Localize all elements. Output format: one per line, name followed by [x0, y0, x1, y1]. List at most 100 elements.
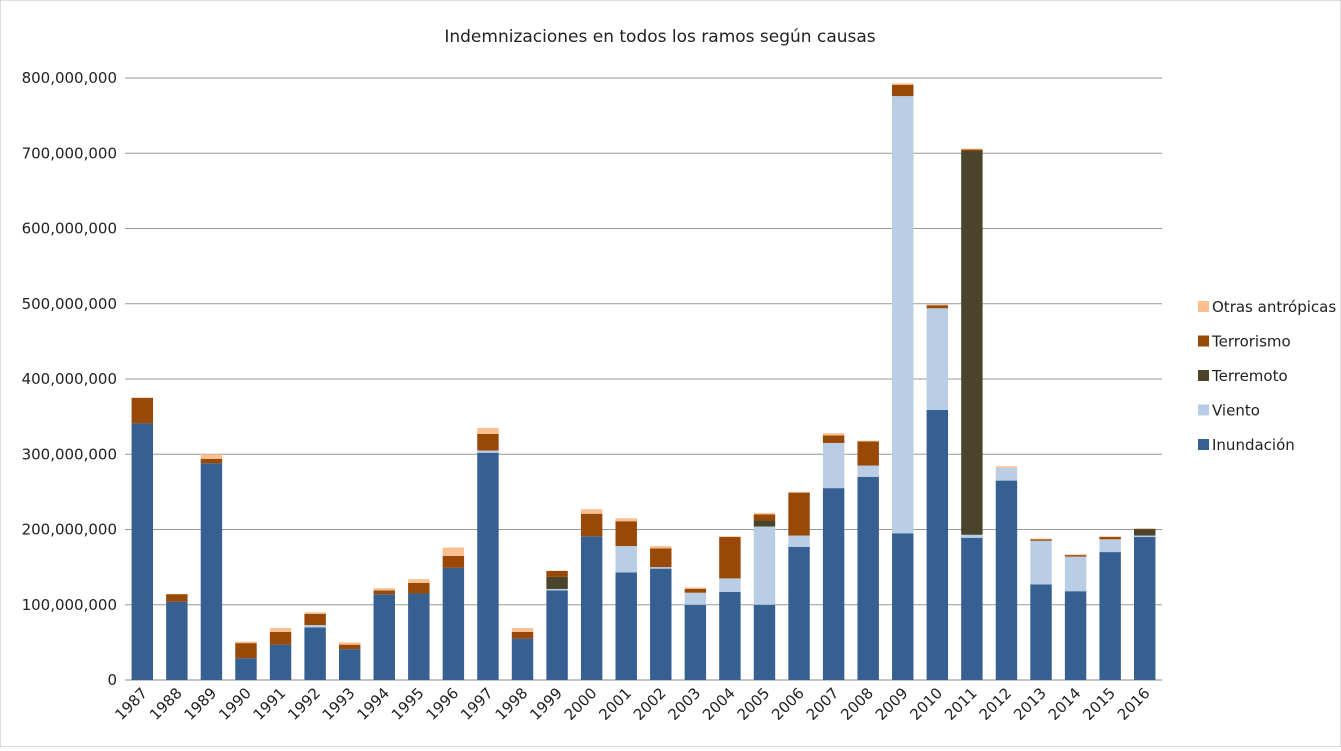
- bar-segment: [961, 534, 983, 538]
- bar-segment: [1134, 537, 1156, 680]
- y-tick-label: 800,000,000: [22, 69, 117, 87]
- bar-segment: [926, 305, 949, 309]
- bar-segment: [477, 427, 499, 434]
- bar-segment: [684, 604, 707, 680]
- bar-segment: [338, 649, 361, 680]
- bar-segment: [1134, 535, 1156, 538]
- bar-segment: [719, 537, 741, 579]
- y-tick-label: 200,000,000: [22, 521, 117, 539]
- bar-segment: [857, 441, 879, 466]
- bar-segment: [926, 409, 949, 680]
- bar-segment: [408, 582, 430, 594]
- bar-segment: [615, 546, 637, 573]
- bar-segment: [1064, 556, 1087, 592]
- bar-segment: [338, 642, 361, 645]
- bar-segment: [788, 491, 810, 493]
- bar-segment: [477, 452, 499, 680]
- bar-segment: [615, 521, 637, 547]
- bar-segment: [753, 520, 776, 527]
- bar-segment: [961, 150, 983, 535]
- y-tick-label: 100,000,000: [22, 596, 117, 614]
- bar-segment: [892, 533, 914, 680]
- bar-segment: [822, 488, 845, 680]
- bar-segment: [753, 526, 776, 605]
- bar-segment: [235, 658, 257, 680]
- bar-segment: [684, 587, 707, 589]
- y-tick-label: 300,000,000: [22, 445, 117, 463]
- bar-segment: [753, 604, 776, 680]
- bar-segment: [442, 547, 465, 556]
- bar-segment: [373, 590, 395, 595]
- bar-segment: [1030, 538, 1052, 540]
- bar-segment: [235, 643, 257, 659]
- bar-segment: [1064, 555, 1087, 557]
- bar-segment: [511, 628, 534, 632]
- bar-segment: [477, 450, 499, 453]
- bar-segment: [892, 84, 914, 97]
- bar-segment: [892, 83, 914, 85]
- y-tick-label: 700,000,000: [22, 144, 117, 162]
- y-tick-label: 400,000,000: [22, 370, 117, 388]
- bar-segment: [857, 476, 879, 680]
- bar-segment: [546, 576, 568, 589]
- bar-segment: [269, 631, 292, 645]
- bar-segment: [1099, 537, 1121, 540]
- bar-segment: [1099, 552, 1121, 680]
- bar-segment: [1064, 554, 1087, 556]
- bar-segment: [304, 612, 326, 614]
- legend-swatch: [1198, 370, 1209, 381]
- bar-segment: [961, 149, 983, 151]
- bar-segment: [511, 638, 534, 680]
- y-tick-label: 0: [107, 671, 117, 689]
- bar-segment: [753, 512, 776, 515]
- bar-segment: [615, 572, 637, 680]
- bar-segment: [546, 590, 568, 680]
- bar-segment: [580, 509, 603, 514]
- bar-segment: [546, 588, 568, 591]
- bar-segment: [1030, 539, 1052, 541]
- bar-segment: [788, 546, 810, 680]
- bar-segment: [684, 592, 707, 605]
- bar-segment: [166, 594, 188, 602]
- legend-swatch: [1198, 404, 1209, 416]
- bar-segment: [304, 625, 326, 628]
- bar-segment: [719, 591, 741, 680]
- bar-segment: [926, 304, 949, 306]
- bar-segment: [650, 567, 672, 569]
- bar-segment: [892, 96, 914, 534]
- bar-segment: [995, 480, 1018, 680]
- y-tick-label: 600,000,000: [22, 220, 117, 238]
- bar-segment: [200, 458, 223, 464]
- legend-label: Terrorismo: [1211, 333, 1291, 351]
- bar-segment: [580, 536, 603, 680]
- bar-segment: [442, 555, 465, 568]
- bar-segment: [373, 588, 395, 591]
- bar-segment: [511, 631, 534, 639]
- bar-segment: [1030, 584, 1052, 680]
- bar-segment: [615, 518, 637, 522]
- bar-segment: [822, 433, 845, 436]
- bar-segment: [373, 594, 395, 680]
- bar-segment: [1030, 540, 1052, 585]
- bar-segment: [1064, 591, 1087, 680]
- bar-segment: [1134, 528, 1156, 530]
- legend-swatch: [1198, 301, 1209, 312]
- bar-segment: [546, 570, 568, 577]
- bar-segment: [131, 423, 153, 680]
- bar-segment: [719, 578, 741, 592]
- bar-segment: [1099, 539, 1121, 553]
- bar-segment: [684, 588, 707, 593]
- bar-segment: [995, 466, 1018, 468]
- bar-segment: [650, 546, 672, 549]
- bar-segment: [788, 535, 810, 547]
- bar-segment: [1099, 536, 1121, 538]
- bar-segment: [269, 644, 292, 680]
- bar-segment: [788, 492, 810, 536]
- bar-segment: [580, 513, 603, 537]
- y-tick-label: 500,000,000: [22, 295, 117, 313]
- legend-swatch: [1198, 439, 1209, 450]
- legend-label: Terremoto: [1211, 367, 1288, 385]
- bar-segment: [200, 463, 223, 680]
- legend-swatch: [1198, 335, 1209, 347]
- bar-segment: [753, 514, 776, 521]
